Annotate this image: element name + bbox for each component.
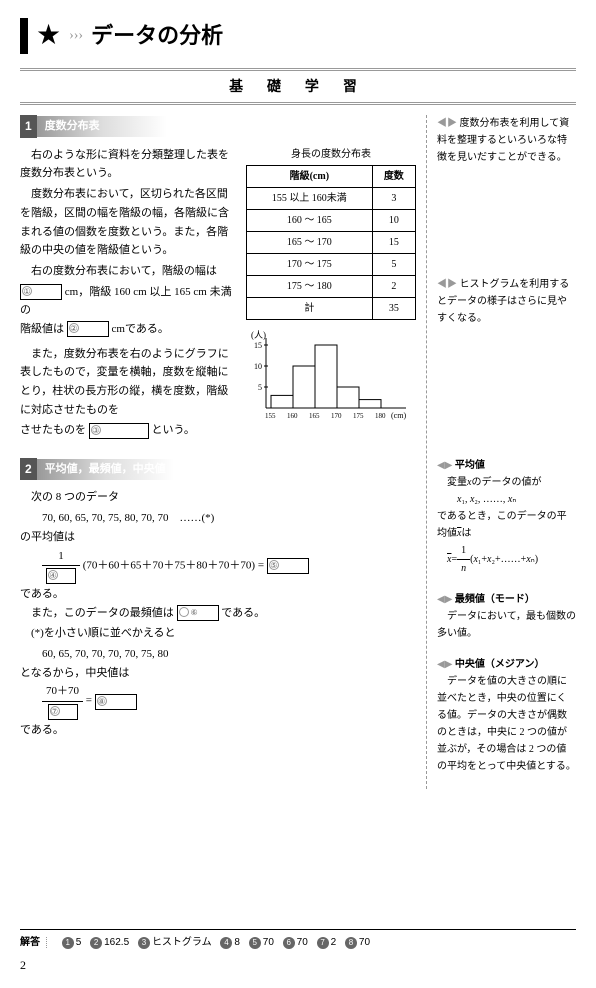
svg-text:(cm): (cm) (391, 411, 406, 420)
section-num: 1 (20, 115, 37, 137)
side-note: ◀▶ 最頻値（モード） データにおいて，最も個数の多い値。 (437, 591, 576, 642)
sub-header: 基 礎 学 習 (20, 68, 576, 106)
text: させたものを ③ という。 (20, 421, 234, 440)
section-title: 平均値，最頻値，中央値 (37, 459, 174, 480)
side-note: ◀▶ 平均値 変量xのデータの値が x₁, x₂, ……, xₙ であるとき，こ… (437, 457, 576, 577)
section-2-header: 2 平均値，最頻値，中央値 (20, 458, 416, 480)
text: 階級値は ② cmである。 (20, 320, 234, 339)
text: 右のような形に資料を分類整理した表を度数分布表という。 (20, 146, 234, 183)
text: また，度数分布表を右のようにグラフに表したもので，変量を横軸，度数を縦軸にとり，… (20, 345, 234, 420)
side-note: ◀▶ 度数分布表を利用して資料を整理するといろいろな特徴を見いだすことができる。 (437, 115, 576, 166)
blank-6: ⑥ (177, 605, 219, 621)
sorted-data: 60, 65, 70, 70, 70, 70, 75, 80 (20, 645, 416, 664)
svg-text:165: 165 (309, 412, 320, 420)
main-column: 1 度数分布表 右のような形に資料を分類整理した表を度数分布表という。 度数分布… (20, 115, 416, 789)
blank-2: ② (67, 321, 109, 337)
answers-row: 解答 15 2162.5 3ヒストグラム 48 570 670 72 870 (20, 929, 576, 951)
section-1-header: 1 度数分布表 (20, 115, 416, 137)
star-icon: ★ (36, 12, 61, 60)
svg-text:5: 5 (258, 383, 262, 392)
text: 右の度数分布表において，階級の幅は (20, 262, 234, 281)
svg-text:175: 175 (353, 412, 364, 420)
side-note: ◀▶ 中央値（メジアン） データを値の大きさの順に並べたとき，中央の位置にくる値… (437, 656, 576, 775)
text: ① cm，階級 160 cm 以上 165 cm 未満の (20, 283, 234, 320)
text: (*)を小さい順に並べかえると (20, 624, 416, 643)
blank-1: ① (20, 284, 62, 300)
svg-text:(人): (人) (251, 330, 266, 340)
title-bar: ★ ››› データの分析 (20, 12, 576, 60)
title-mark (20, 18, 28, 54)
blank-7: ⑦ (48, 704, 78, 720)
svg-text:160: 160 (287, 412, 298, 420)
svg-text:155: 155 (265, 412, 276, 420)
histogram: (人) 15 10 5 155 160 165 170 175 180 (cm) (246, 328, 416, 430)
side-column: ◀▶ 度数分布表を利用して資料を整理するといろいろな特徴を見いだすことができる。… (426, 115, 576, 789)
main-title: データの分析 (91, 17, 223, 54)
blank-5: ⑤ (267, 558, 309, 574)
svg-text:10: 10 (254, 362, 262, 371)
side-note: ◀▶ ヒストグラムを利用するとデータの様子はさらに見やすくなる。 (437, 276, 576, 327)
data-list: 70, 60, 65, 70, 75, 80, 70, 70 ……(*) (20, 509, 416, 528)
table-title: 身長の度数分布表 (246, 146, 416, 163)
blank-8: ⑧ (95, 694, 137, 710)
text: 度数分布表において，区切られた各区間を階級，区間の幅を階級の幅，各階級に含まれる… (20, 185, 234, 260)
svg-text:15: 15 (254, 341, 262, 350)
blank-4: ④ (46, 568, 76, 584)
svg-text:180: 180 (375, 412, 386, 420)
text: 次の 8 つのデータ (20, 488, 416, 507)
svg-text:170: 170 (331, 412, 342, 420)
frequency-table: 階級(cm)度数 155 以上 160未満3 160 ～ 16510 165 ～… (246, 165, 416, 320)
text: である。 (20, 721, 416, 740)
text: である。 (20, 585, 416, 604)
text: となるから，中央値は (20, 664, 416, 683)
blank-3: ③ (89, 423, 149, 439)
section-title: 度数分布表 (37, 116, 167, 137)
section-num: 2 (20, 458, 37, 480)
arrows-icon: ››› (69, 24, 83, 48)
equation: 1④ (70＋60＋65＋70＋75＋80＋70＋70) = ⑤ (20, 547, 416, 585)
text: の平均値は (20, 528, 416, 547)
equation: 70＋70⑦ = ⑧ (20, 682, 416, 720)
page-number: 2 (20, 955, 576, 975)
text: また，このデータの最頻値は ⑥ である。 (20, 604, 416, 623)
